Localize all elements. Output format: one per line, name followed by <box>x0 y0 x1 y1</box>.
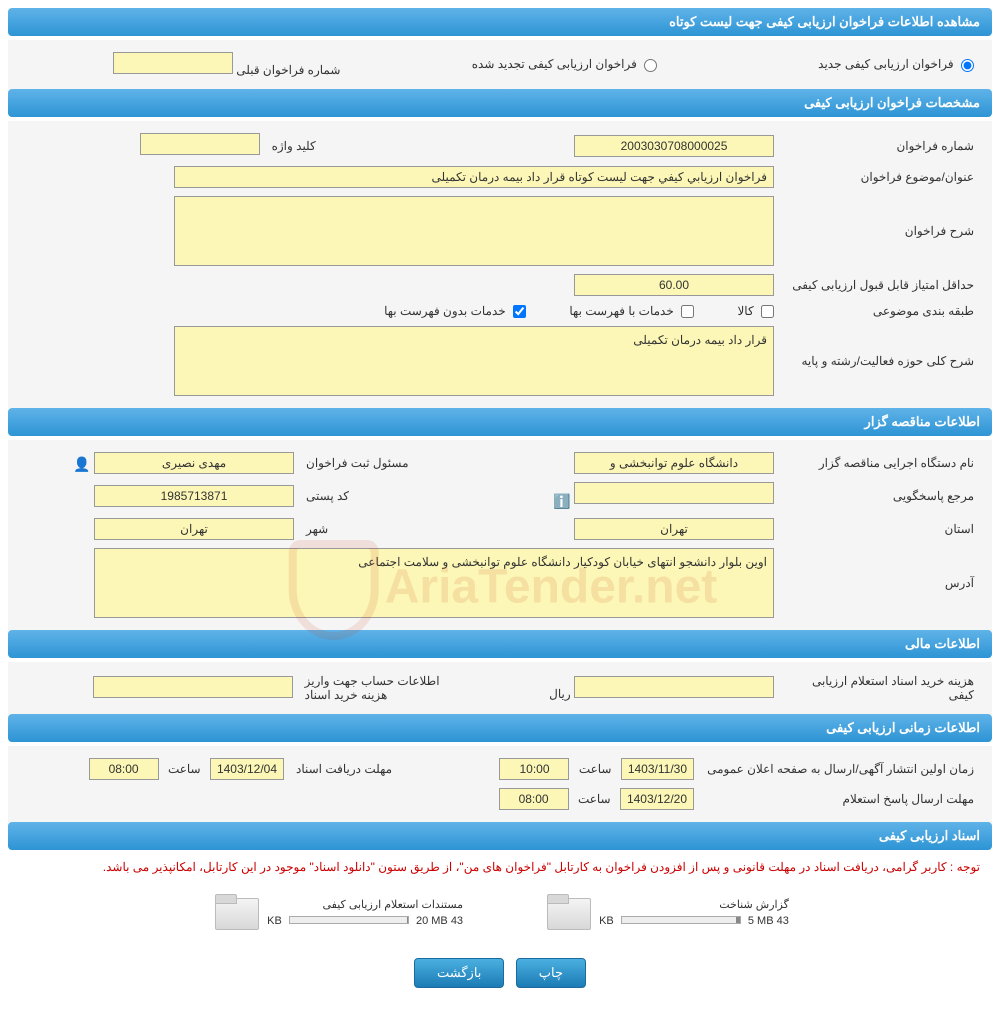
prev-number-value <box>113 52 233 74</box>
page-title: مشاهده اطلاعات فراخوان ارزیابی کیفی جهت … <box>669 14 980 29</box>
title-value: فراخوان ارزيابي كيفي جهت ليست كوتاه قرار… <box>174 166 774 188</box>
cat-goods-label: کالا <box>737 304 753 318</box>
file2-max: 20 MB <box>416 915 448 927</box>
receive-time: 08:00 <box>89 758 159 780</box>
folder-icon <box>211 892 259 932</box>
organizer-header: اطلاعات مناقصه گزار <box>8 408 992 436</box>
cat-withoutlist-label: خدمات بدون فهرست بها <box>384 304 506 318</box>
account-label: اطلاعات حساب جهت واریز هزینه خرید اسناد <box>299 670 469 706</box>
cat-withlist-label: خدمات با فهرست بها <box>569 304 673 318</box>
doccost-value <box>574 676 774 698</box>
response-label: مهلت ارسال پاسخ استعلام <box>700 784 980 814</box>
radio-renewed[interactable] <box>644 59 657 72</box>
docs-notice: توجه : کاربر گرامی، دریافت اسناد در مهلت… <box>8 854 992 880</box>
back-button[interactable]: بازگشت <box>414 958 504 988</box>
time-word-2: ساعت <box>168 762 201 776</box>
call-number-label: شماره فراخوان <box>780 129 980 162</box>
city-label: شهر <box>300 514 500 544</box>
activity-label: شرح کلی حوزه فعالیت/رشته و پایه <box>780 322 980 400</box>
time-word-1: ساعت <box>579 762 612 776</box>
doccost-label: هزینه خرید اسناد استعلام ارزیابی کیفی <box>780 670 980 706</box>
file1-max: 5 MB <box>748 915 774 927</box>
postal-value: 1985713871 <box>94 485 294 507</box>
desc-label: شرح فراخوان <box>780 192 980 270</box>
receive-date: 1403/12/04 <box>210 758 284 780</box>
response-date: 1403/12/20 <box>620 788 694 810</box>
radio-renewed-label: فراخوان ارزیابی کیفی تجدید شده <box>472 57 637 71</box>
title-label: عنوان/موضوع فراخوان <box>780 162 980 192</box>
cat-withoutlist-checkbox[interactable] <box>513 305 526 318</box>
province-value: تهران <box>574 518 774 540</box>
cat-withlist-checkbox[interactable] <box>681 305 694 318</box>
registrar-value: مهدی نصیری <box>94 452 294 474</box>
page-title-bar: مشاهده اطلاعات فراخوان ارزیابی کیفی جهت … <box>8 8 992 36</box>
min-score-label: حداقل امتیاز قابل قبول ارزیابی کیفی <box>780 270 980 300</box>
spec-header: مشخصات فراخوان ارزیابی کیفی <box>8 89 992 117</box>
file2-name: مستندات استعلام ارزیابی کیفی <box>267 898 463 911</box>
keyword-label: کلید واژه <box>266 129 386 162</box>
address-value: اوین بلوار دانشجو انتهای خیابان کودکیار … <box>94 548 774 618</box>
registrar-label: مسئول ثبت فراخوان <box>300 448 500 478</box>
file2-sizebar <box>289 916 409 924</box>
radio-new[interactable] <box>961 59 974 72</box>
file-item-2[interactable]: مستندات استعلام ارزیابی کیفی 43 KB 20 MB <box>211 892 463 932</box>
file-item-1[interactable]: گزارش شناخت 43 KB 5 MB <box>543 892 789 932</box>
account-value <box>93 676 293 698</box>
publish-label: زمان اولین انتشار آگهی/ارسال به صفحه اعل… <box>700 754 980 784</box>
time-word-3: ساعت <box>578 792 611 806</box>
province-label: استان <box>780 514 980 544</box>
responder-label: مرجع پاسخگویی <box>780 478 980 514</box>
rial-label: ریال <box>549 687 571 701</box>
exec-value: دانشگاه علوم توانبخشی و <box>574 452 774 474</box>
person-icon[interactable]: 👤 <box>73 455 91 473</box>
file1-sizebar <box>621 916 741 924</box>
activity-value: قرار داد بیمه درمان تکمیلی <box>174 326 774 396</box>
category-label: طبقه بندی موضوعی <box>780 300 980 322</box>
cat-goods-checkbox[interactable] <box>761 305 774 318</box>
file1-name: گزارش شناخت <box>599 898 789 911</box>
info-icon[interactable]: ℹ️ <box>553 492 571 510</box>
keyword-value <box>140 133 260 155</box>
receive-label: مهلت دریافت اسناد <box>290 754 430 784</box>
financial-header: اطلاعات مالی <box>8 630 992 658</box>
exec-label: نام دستگاه اجرایی مناقصه گزار <box>780 448 980 478</box>
desc-value <box>174 196 774 266</box>
city-value: تهران <box>94 518 294 540</box>
prev-number-label: شماره فراخوان قبلی <box>236 63 340 77</box>
print-button[interactable]: چاپ <box>516 958 586 988</box>
min-score-value: 60.00 <box>574 274 774 296</box>
publish-time: 10:00 <box>499 758 569 780</box>
timing-header: اطلاعات زمانی ارزیابی کیفی <box>8 714 992 742</box>
postal-label: کد پستی <box>300 478 500 514</box>
response-time: 08:00 <box>499 788 569 810</box>
responder-value <box>574 482 774 504</box>
folder-icon <box>543 892 591 932</box>
publish-date: 1403/11/30 <box>621 758 694 780</box>
radio-new-label: فراخوان ارزیابی کیفی جدید <box>818 57 953 71</box>
docs-header: اسناد ارزیابی کیفی <box>8 822 992 850</box>
address-label: آدرس <box>780 544 980 622</box>
call-number-value: 2003030708000025 <box>574 135 774 157</box>
